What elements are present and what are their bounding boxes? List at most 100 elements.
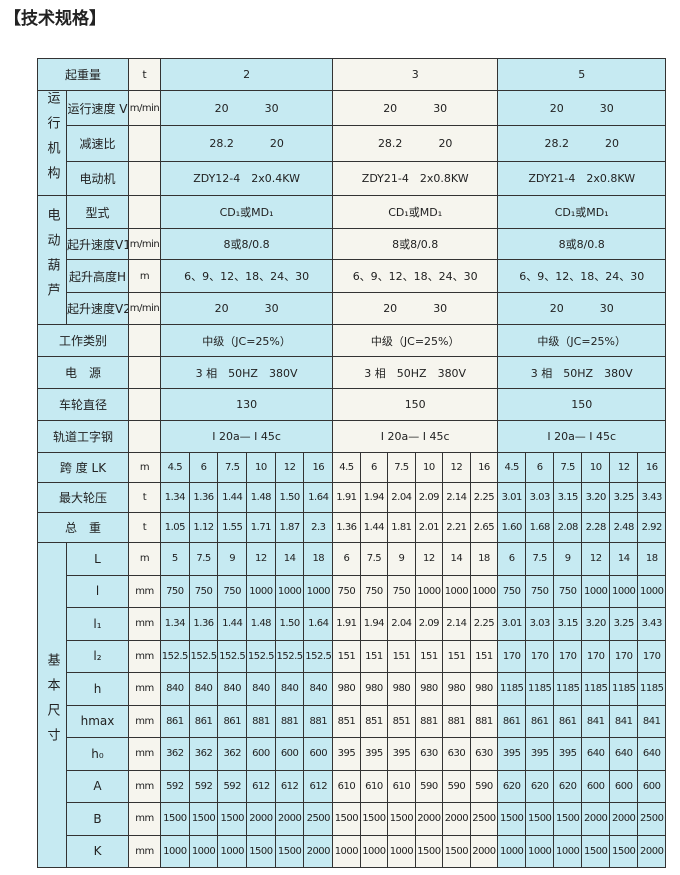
capacity-value: 3 相 50HZ 380V xyxy=(160,356,334,389)
cell-value: 1500 xyxy=(525,802,555,836)
capacity-value: ZDY21-4 2x0.8KW xyxy=(332,160,499,197)
cell-value: 620 xyxy=(497,769,527,803)
cell-value: 1.36 xyxy=(188,607,219,641)
cell-value: 395 xyxy=(497,737,527,771)
cell-value: 1.81 xyxy=(387,512,416,543)
travel-group-label-text: 运行机构 xyxy=(44,91,60,192)
capacity-value: 3 相 50HZ 380V xyxy=(497,356,667,389)
cell-value: 9 xyxy=(553,542,583,576)
section-title: 【技术规格】 xyxy=(4,9,106,29)
cell-value: 840 xyxy=(303,672,334,706)
capacity-value: 中级（JC=25%） xyxy=(160,324,334,357)
cell-value: 590 xyxy=(442,769,471,803)
cell-value: 592 xyxy=(217,769,248,803)
cell-value: 881 xyxy=(274,704,305,738)
cell-value: 881 xyxy=(303,704,334,738)
cell-value: 861 xyxy=(217,704,248,738)
value: 28.2 xyxy=(377,137,403,151)
cell-value: 1500 xyxy=(160,802,190,836)
cell-value: 151 xyxy=(442,639,471,673)
cell-value: 861 xyxy=(160,704,190,738)
cell-value: 2.21 xyxy=(442,512,471,543)
cell-value: 1.48 xyxy=(246,482,276,513)
row-unit: mm xyxy=(128,672,162,706)
cell-value: 600 xyxy=(637,769,667,803)
cell-value: 2.3 xyxy=(303,512,334,543)
table-row: l₁ mm 1.34 1.36 1.44 1.48 1.50 1.64 1.91 1.94 2.04… xyxy=(38,607,667,641)
cell-value: 151 xyxy=(387,639,416,673)
row-unit: mm xyxy=(128,834,162,868)
capacity-value: ZDY12-4 2x0.4KW xyxy=(160,160,334,197)
cell-value: 980 xyxy=(359,672,389,706)
cell-value: 881 xyxy=(414,704,444,738)
cell-value: 1500 xyxy=(442,834,471,868)
cell-value: 840 xyxy=(217,672,248,706)
row-unit xyxy=(128,324,162,357)
cell-value: 980 xyxy=(387,672,416,706)
cell-value: 2000 xyxy=(609,802,639,836)
cell-value: 592 xyxy=(160,769,190,803)
cell-value: 590 xyxy=(469,769,499,803)
row-label: L xyxy=(65,542,130,576)
cell-value: 4.5 xyxy=(497,452,527,483)
cell-value: 3.20 xyxy=(581,482,611,513)
cell-value: 362 xyxy=(217,737,248,771)
table-row: 电动机 ZDY12-4 2x0.4KW ZDY21-4 2x0.8KW ZDY21-4… xyxy=(38,160,667,197)
cell-value: 3.25 xyxy=(609,482,639,513)
hoist-group-label: 电动葫芦 xyxy=(37,195,67,325)
cell-value: 16 xyxy=(303,452,334,483)
row-label: 起升高度H xyxy=(65,259,130,293)
cell-value: 1.94 xyxy=(359,607,389,641)
capacity-value: CD₁或MD₁ xyxy=(497,195,667,229)
cell-value: 851 xyxy=(332,704,361,738)
cell-value: 840 xyxy=(246,672,276,706)
row-unit xyxy=(128,356,162,389)
cell-value: 1000 xyxy=(553,834,583,868)
cell-value: 1000 xyxy=(497,834,527,868)
capacity-value: 3 xyxy=(332,58,499,91)
cell-value: 630 xyxy=(469,737,499,771)
cell-value: 170 xyxy=(609,639,639,673)
cell-value: 980 xyxy=(469,672,499,706)
table-row: hmax mm 861 861 861 881 881 881 851 851 851 881 881 8… xyxy=(38,704,667,738)
cell-value: 1.68 xyxy=(525,512,555,543)
cell-value: 851 xyxy=(359,704,389,738)
cell-value: 152.5 xyxy=(217,639,248,673)
cell-value: 1500 xyxy=(497,802,527,836)
cell-value: 1.12 xyxy=(188,512,219,543)
cell-value: 1.60 xyxy=(497,512,527,543)
cell-value: 362 xyxy=(160,737,190,771)
cell-value: 861 xyxy=(497,704,527,738)
value: 30 xyxy=(433,101,448,115)
row-label: 减速比 xyxy=(65,125,130,162)
hoist-group-label-text: 电动葫芦 xyxy=(44,208,60,308)
row-unit: t xyxy=(128,512,162,543)
cell-value: 1000 xyxy=(581,574,611,608)
value: 30 xyxy=(433,302,448,315)
row-unit: m/min xyxy=(128,89,162,127)
table-row: 减速比 28.2 20 28.2 20 28.2 20 xyxy=(38,125,667,162)
cell-value: 7.5 xyxy=(525,542,555,576)
cell-value: 861 xyxy=(525,704,555,738)
cell-value: 170 xyxy=(637,639,667,673)
table-row: 电动葫芦 型式 CD₁或MD₁ CD₁或MD₁ CD₁或MD₁ xyxy=(37,195,667,325)
cell-value: 1000 xyxy=(274,574,305,608)
cell-value: 750 xyxy=(188,574,219,608)
table-row: 工作类别 中级（JC=25%） 中级（JC=25%） 中级（JC=25%） xyxy=(36,324,667,357)
row-label: 电 源 xyxy=(36,356,130,389)
capacity-value: 20 30 xyxy=(160,89,334,127)
header-unit: t xyxy=(128,58,162,91)
cell-value: 750 xyxy=(525,574,555,608)
cell-value: 10 xyxy=(581,452,611,483)
cell-value: 1.44 xyxy=(217,607,248,641)
cell-value: 2.14 xyxy=(442,607,471,641)
cell-value: 3.01 xyxy=(497,607,527,641)
cell-value: 151 xyxy=(332,639,361,673)
cell-value: 2.14 xyxy=(442,482,471,513)
cell-value: 592 xyxy=(188,769,219,803)
capacity-value: 130 xyxy=(160,388,334,421)
capacity-value: 6、9、12、18、24、30 xyxy=(497,259,667,293)
value: 20 xyxy=(549,101,564,115)
